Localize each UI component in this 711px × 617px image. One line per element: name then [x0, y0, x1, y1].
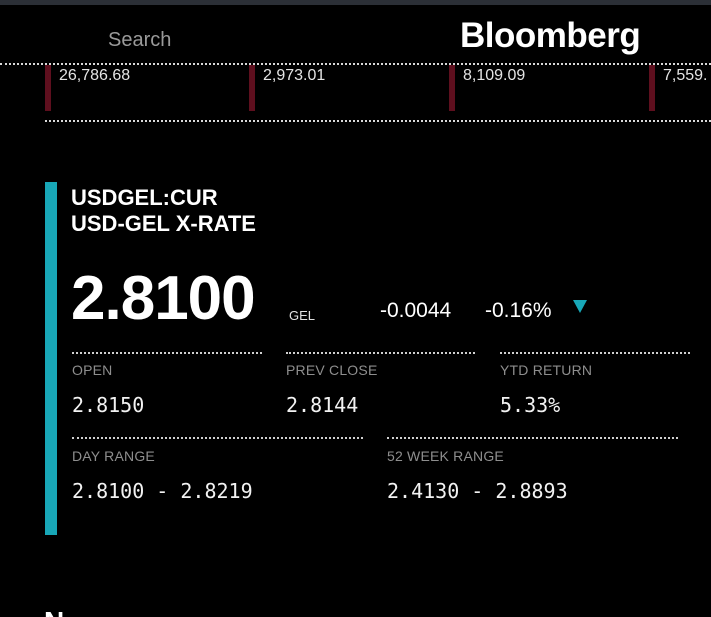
triangle-down-icon	[573, 300, 587, 313]
quote-price: 2.8100	[71, 264, 256, 333]
stat-value-prev-close: 2.8144	[286, 393, 359, 417]
quote-change-absolute: -0.0044	[380, 299, 452, 322]
stat-divider	[72, 352, 262, 354]
quote-name: USD-GEL X-RATE	[71, 211, 256, 236]
stat-value-day-range: 2.8100 - 2.8219	[72, 479, 253, 503]
stat-divider	[286, 352, 475, 354]
bloomberg-logo[interactable]: Bloomberg	[460, 16, 641, 55]
search-link[interactable]: Search	[108, 29, 172, 51]
top-bar	[0, 0, 711, 5]
ticker-color-bar	[249, 65, 255, 111]
stat-value-ytd-return: 5.33%	[500, 393, 561, 417]
quote-accent-bar	[45, 182, 57, 535]
stat-label-prev-close: PREV CLOSE	[286, 362, 378, 378]
stat-value-open: 2.8150	[72, 393, 145, 417]
ticker-color-bar	[45, 65, 51, 111]
ticker-strip-divider	[45, 120, 711, 122]
quote-change-percent: -0.16%	[485, 299, 552, 322]
stat-label-52-week-range: 52 WEEK RANGE	[387, 448, 504, 464]
stat-label-day-range: DAY RANGE	[72, 448, 155, 464]
stat-divider	[387, 437, 678, 439]
ticker-color-bar	[649, 65, 655, 111]
quote-currency: GEL	[289, 308, 316, 323]
ticker-strip-value: 8,109.09	[463, 67, 526, 84]
stat-label-ytd-return: YTD RETURN	[500, 362, 593, 378]
ticker-strip-value: 26,786.68	[59, 67, 131, 84]
next-section-heading: N	[44, 608, 72, 617]
stat-divider	[500, 352, 690, 354]
stat-value-52-week-range: 2.4130 - 2.8893	[387, 479, 568, 503]
stat-label-open: OPEN	[72, 362, 113, 378]
ticker-strip-value: 2,973.01	[263, 67, 326, 84]
stat-divider	[72, 437, 363, 439]
ticker-strip-value: 7,559.	[663, 67, 708, 84]
header-divider	[0, 63, 711, 65]
quote-ticker: USDGEL:CUR	[71, 185, 218, 210]
next-section-heading-text: N	[44, 608, 72, 617]
ticker-color-bar	[449, 65, 455, 111]
